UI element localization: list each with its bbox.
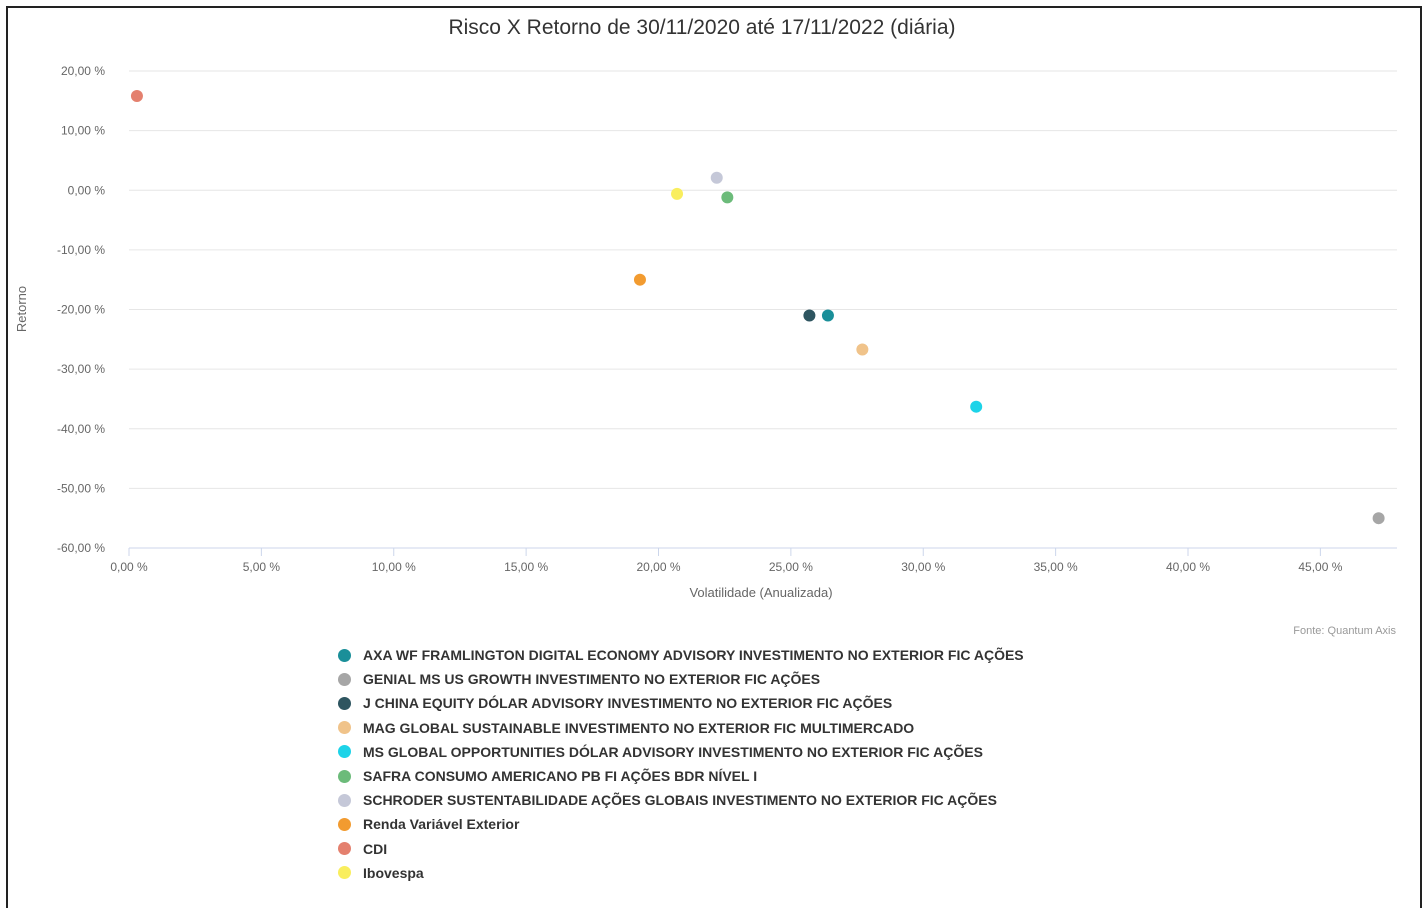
x-tick-label: 30,00 % [901, 560, 945, 574]
legend-item[interactable]: Ibovespa [338, 861, 1024, 885]
data-point[interactable] [970, 400, 983, 413]
data-points [130, 90, 1385, 525]
y-tick-label: -20,00 % [57, 303, 105, 317]
legend-item[interactable]: J CHINA EQUITY DÓLAR ADVISORY INVESTIMEN… [338, 691, 1024, 715]
data-point[interactable] [803, 309, 816, 322]
legend-marker-icon [338, 696, 351, 710]
x-tick-label: 15,00 % [504, 560, 548, 574]
data-point[interactable] [671, 187, 684, 200]
legend-label: Ibovespa [363, 864, 424, 881]
y-axis-ticks: 20,00 % 10,00 % 0,00 % -10,00 % -20,00 % -30,… [57, 64, 105, 555]
x-tick-label: 5,00 % [243, 560, 281, 574]
chart-frame [6, 6, 1422, 908]
y-tick-label: 0,00 % [68, 183, 106, 197]
y-tick-label: -50,00 % [57, 481, 105, 495]
data-point[interactable] [633, 273, 646, 286]
y-tick-label: -60,00 % [57, 541, 105, 555]
legend-item[interactable]: MAG GLOBAL SUSTAINABLE INVESTIMENTO NO E… [338, 716, 1024, 740]
x-tick-label: 25,00 % [769, 560, 813, 574]
legend-label: CDI [363, 840, 388, 857]
x-tick-label: 10,00 % [372, 560, 416, 574]
legend-marker-icon [338, 866, 351, 880]
scatter-chart: Risco X Retorno de 30/11/2020 até 17/11/… [14, 16, 1397, 637]
legend-marker-icon [338, 842, 351, 856]
data-point[interactable] [1372, 512, 1385, 525]
x-axis-ticks: 0,00 % 5,00 % 10,00 % 15,00 % 20,00 % 25,00 %… [110, 548, 1343, 574]
legend-item[interactable]: AXA WF FRAMLINGTON DIGITAL ECONOMY ADVIS… [338, 643, 1024, 667]
legend-label: AXA WF FRAMLINGTON DIGITAL ECONOMY ADVIS… [363, 647, 1024, 664]
chart-title: Risco X Retorno de 30/11/2020 até 17/11/… [448, 16, 955, 39]
y-tick-label: -10,00 % [57, 243, 105, 257]
x-tick-label: 35,00 % [1034, 560, 1078, 574]
chart-credit: Fonte: Quantum Axis [1293, 625, 1396, 637]
legend-marker-icon [338, 648, 351, 662]
x-tick-label: 40,00 % [1166, 560, 1210, 574]
data-point[interactable] [130, 90, 143, 103]
data-point[interactable] [710, 171, 723, 184]
data-point[interactable] [856, 343, 869, 356]
legend-marker-icon [338, 769, 351, 783]
legend-marker-icon [338, 721, 351, 735]
legend-item[interactable]: SCHRODER SUSTENTABILIDADE AÇÕES GLOBAIS … [338, 788, 1024, 812]
y-tick-label: -40,00 % [57, 422, 105, 436]
legend-item[interactable]: Renda Variável Exterior [338, 812, 1024, 836]
legend-label: SAFRA CONSUMO AMERICANO PB FI AÇÕES BDR … [363, 768, 758, 785]
grid-lines [129, 70, 1397, 549]
legend-marker-icon [338, 793, 351, 807]
legend-item[interactable]: CDI [338, 837, 1024, 861]
x-axis-label: Volatilidade (Anualizada) [689, 585, 832, 600]
y-tick-label: 20,00 % [61, 64, 105, 78]
data-point[interactable] [821, 309, 834, 322]
legend-marker-icon [338, 817, 351, 831]
legend-label: MAG GLOBAL SUSTAINABLE INVESTIMENTO NO E… [363, 719, 915, 736]
legend-item[interactable]: GENIAL MS US GROWTH INVESTIMENTO NO EXTE… [338, 667, 1024, 691]
legend-label: J CHINA EQUITY DÓLAR ADVISORY INVESTIMEN… [363, 695, 893, 712]
legend-marker-icon [338, 672, 351, 686]
legend-label: SCHRODER SUSTENTABILIDADE AÇÕES GLOBAIS … [363, 792, 997, 809]
data-point[interactable] [721, 191, 734, 204]
x-tick-label: 45,00 % [1298, 560, 1342, 574]
legend-item[interactable]: SAFRA CONSUMO AMERICANO PB FI AÇÕES BDR … [338, 764, 1024, 788]
legend-marker-icon [338, 745, 351, 759]
legend-label: GENIAL MS US GROWTH INVESTIMENTO NO EXTE… [363, 671, 821, 688]
y-axis-label: Retorno [14, 286, 29, 332]
legend-label: MS GLOBAL OPPORTUNITIES DÓLAR ADVISORY I… [363, 743, 983, 760]
legend-label: Renda Variável Exterior [363, 816, 520, 833]
x-tick-label: 0,00 % [110, 560, 148, 574]
y-tick-label: -30,00 % [57, 362, 105, 376]
legend-item[interactable]: MS GLOBAL OPPORTUNITIES DÓLAR ADVISORY I… [338, 740, 1024, 764]
y-tick-label: 10,00 % [61, 124, 105, 138]
chart-legend: AXA WF FRAMLINGTON DIGITAL ECONOMY ADVIS… [338, 643, 1024, 885]
x-tick-label: 20,00 % [636, 560, 680, 574]
